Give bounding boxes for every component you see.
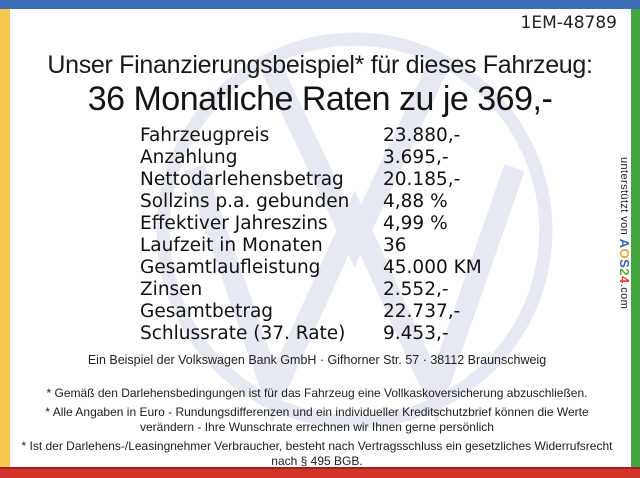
row-value: 22.737,-	[383, 301, 461, 322]
aos24-logo: AOS24	[617, 239, 632, 284]
row-label: Zinsen	[140, 279, 203, 300]
table-row: Anzahlung 3.695,-	[140, 147, 482, 169]
page-title: Unser Finanzierungsbeispiel* für dieses …	[47, 51, 593, 79]
row-label: Schlussrate (37. Rate)	[140, 323, 346, 344]
credit-suffix: .com	[618, 283, 630, 310]
row-value: 2.552,-	[383, 279, 449, 300]
row-label: Nettodarlehensbetrag	[140, 169, 344, 190]
row-value: 4,99 %	[383, 213, 448, 234]
row-value: 4,88 %	[383, 191, 448, 212]
table-row: Laufzeit in Monaten 36	[140, 235, 482, 257]
frame-right-bar	[631, 9, 640, 467]
footer: Ein Beispiel der Volkswagen Bank GmbH · …	[14, 353, 620, 473]
frame-top-bar	[0, 0, 640, 9]
frame-left-bar	[0, 9, 10, 467]
row-value: 36	[383, 235, 407, 256]
brand-letter: 4	[617, 276, 632, 284]
table-row: Schlussrate (37. Rate) 9.453,-	[140, 323, 482, 345]
bank-address-line: Ein Beispiel der Volkswagen Bank GmbH · …	[87, 353, 547, 367]
offer-id: 1EM-48789	[520, 13, 617, 33]
table-row: Zinsen 2.552,-	[140, 279, 482, 301]
row-label: Sollzins p.a. gebunden	[140, 191, 350, 212]
table-row: Sollzins p.a. gebunden 4,88 %	[140, 191, 482, 213]
table-row: Fahrzeugpreis 23.880,-	[140, 125, 482, 147]
row-label: Gesamtlaufleistung	[140, 257, 321, 278]
row-value: 3.695,-	[383, 147, 449, 168]
supported-by-credit: unterstützt von AOS24.com	[617, 157, 632, 309]
row-value: 23.880,-	[383, 125, 461, 146]
brand-letter: 2	[617, 268, 632, 277]
row-value: 9.453,-	[383, 323, 449, 344]
row-label: Fahrzeugpreis	[140, 125, 270, 146]
row-label: Effektiver Jahreszins	[140, 213, 328, 234]
disclaimer-line: * Alle Angaben in Euro - Rundungsdiffere…	[45, 404, 589, 435]
brand-letter: A	[617, 238, 632, 249]
row-value: 45.000 KM	[383, 257, 482, 278]
table-row: Gesamtlaufleistung 45.000 KM	[140, 257, 482, 279]
row-label: Laufzeit in Monaten	[140, 235, 323, 256]
brand-letter: O	[617, 248, 632, 260]
credit-prefix: unterstützt von	[618, 157, 630, 239]
brand-letter: S	[617, 259, 632, 269]
frame-bottom-bar	[0, 467, 640, 478]
row-label: Gesamtbetrag	[140, 301, 274, 322]
row-value: 20.185,-	[383, 169, 461, 190]
disclaimer-line: * Ist der Darlehens-/Leasingnehmer Verbr…	[21, 438, 613, 469]
monthly-rate-headline: 36 Monatliche Raten zu je 369,-	[87, 80, 553, 118]
table-row: Effektiver Jahreszins 4,99 %	[140, 213, 482, 235]
table-row: Nettodarlehensbetrag 20.185,-	[140, 169, 482, 191]
disclaimer-line: * Gemäß den Darlehensbedingungen ist für…	[46, 386, 588, 400]
finance-table: Fahrzeugpreis 23.880,- Anzahlung 3.695,-…	[140, 125, 482, 345]
table-row: Gesamtbetrag 22.737,-	[140, 301, 482, 323]
row-label: Anzahlung	[140, 147, 238, 168]
